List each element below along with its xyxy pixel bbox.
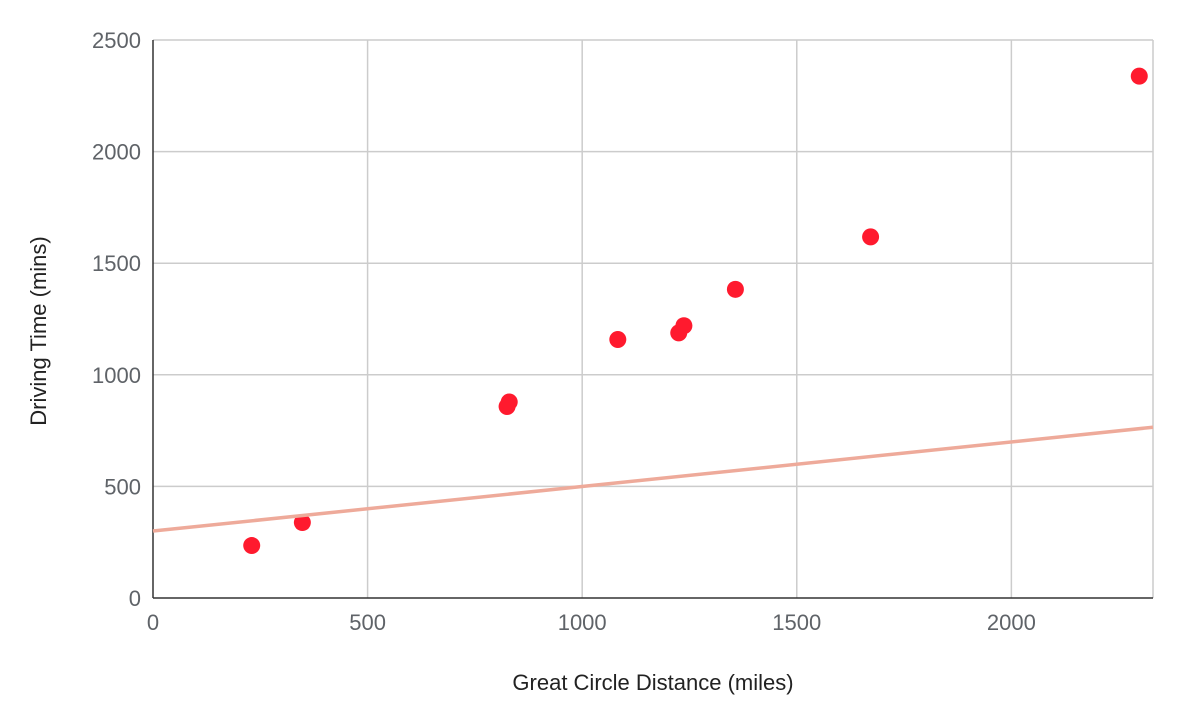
x-tick-label: 2000 — [987, 610, 1036, 635]
grid — [153, 39, 1154, 598]
data-point — [609, 331, 627, 349]
data-point — [293, 514, 311, 532]
y-tick-label: 2500 — [92, 28, 141, 53]
y-tick-label: 500 — [104, 474, 141, 499]
data-point — [675, 317, 693, 335]
axes — [152, 40, 1153, 599]
x-axis-title: Great Circle Distance (miles) — [512, 670, 793, 695]
tick-labels: 0 500 1000 1500 2000 0 500 1000 1500 2000 2500 — [92, 28, 1036, 635]
series — [152, 67, 1154, 555]
data-point — [1130, 67, 1148, 85]
trend-line — [152, 425, 1154, 533]
x-tick-label: 500 — [349, 610, 386, 635]
y-axis-title: Driving Time (mins) — [26, 236, 51, 425]
x-tick-label: 1000 — [558, 610, 607, 635]
data-point — [862, 228, 880, 246]
x-tick-label: 1500 — [772, 610, 821, 635]
data-point — [243, 537, 261, 555]
y-tick-label: 2000 — [92, 140, 141, 165]
x-tick-label: 0 — [147, 610, 159, 635]
data-point — [500, 393, 518, 411]
y-tick-label: 1000 — [92, 363, 141, 388]
data-point — [726, 280, 744, 298]
y-tick-label: 0 — [129, 586, 141, 611]
y-tick-label: 1500 — [92, 251, 141, 276]
